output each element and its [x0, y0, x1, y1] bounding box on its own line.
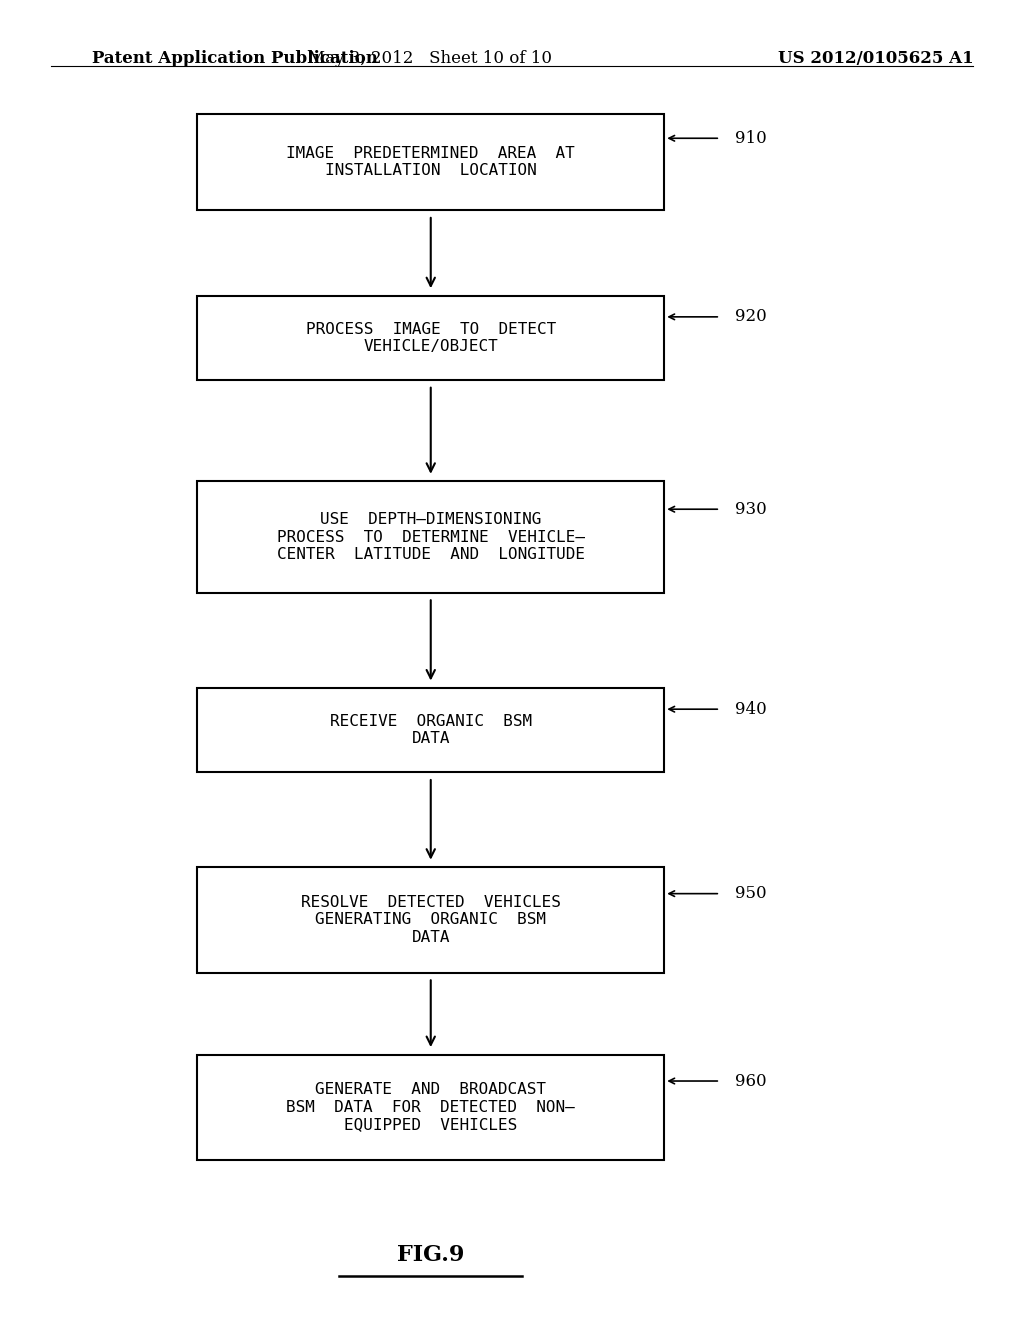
Text: USE  DEPTH–DIMENSIONING
PROCESS  TO  DETERMINE  VEHICLE–
CENTER  LATITUDE  AND  : USE DEPTH–DIMENSIONING PROCESS TO DETERM…: [276, 512, 585, 562]
Text: 910: 910: [735, 129, 767, 147]
Bar: [198, 296, 665, 380]
Text: US 2012/0105625 A1: US 2012/0105625 A1: [778, 50, 974, 67]
Text: 930: 930: [735, 500, 767, 517]
Text: 920: 920: [735, 309, 767, 325]
Text: Patent Application Publication: Patent Application Publication: [92, 50, 378, 67]
Text: PROCESS  IMAGE  TO  DETECT
VEHICLE/OBJECT: PROCESS IMAGE TO DETECT VEHICLE/OBJECT: [305, 322, 556, 354]
Text: RESOLVE  DETECTED  VEHICLES
GENERATING  ORGANIC  BSM
DATA: RESOLVE DETECTED VEHICLES GENERATING ORG…: [301, 895, 561, 945]
Text: 940: 940: [735, 701, 767, 718]
Text: 950: 950: [735, 886, 767, 902]
Text: IMAGE  PREDETERMINED  AREA  AT
INSTALLATION  LOCATION: IMAGE PREDETERMINED AREA AT INSTALLATION…: [287, 147, 575, 178]
Bar: [198, 867, 665, 973]
Text: May 3, 2012   Sheet 10 of 10: May 3, 2012 Sheet 10 of 10: [308, 50, 552, 67]
Bar: [198, 482, 665, 593]
Text: RECEIVE  ORGANIC  BSM
DATA: RECEIVE ORGANIC BSM DATA: [330, 714, 531, 747]
Text: 960: 960: [735, 1073, 767, 1089]
Bar: [198, 1055, 665, 1160]
Bar: [198, 115, 665, 210]
Text: GENERATE  AND  BROADCAST
BSM  DATA  FOR  DETECTED  NON–
EQUIPPED  VEHICLES: GENERATE AND BROADCAST BSM DATA FOR DETE…: [287, 1082, 575, 1133]
Bar: [198, 688, 665, 772]
Text: FIG.9: FIG.9: [397, 1243, 465, 1266]
